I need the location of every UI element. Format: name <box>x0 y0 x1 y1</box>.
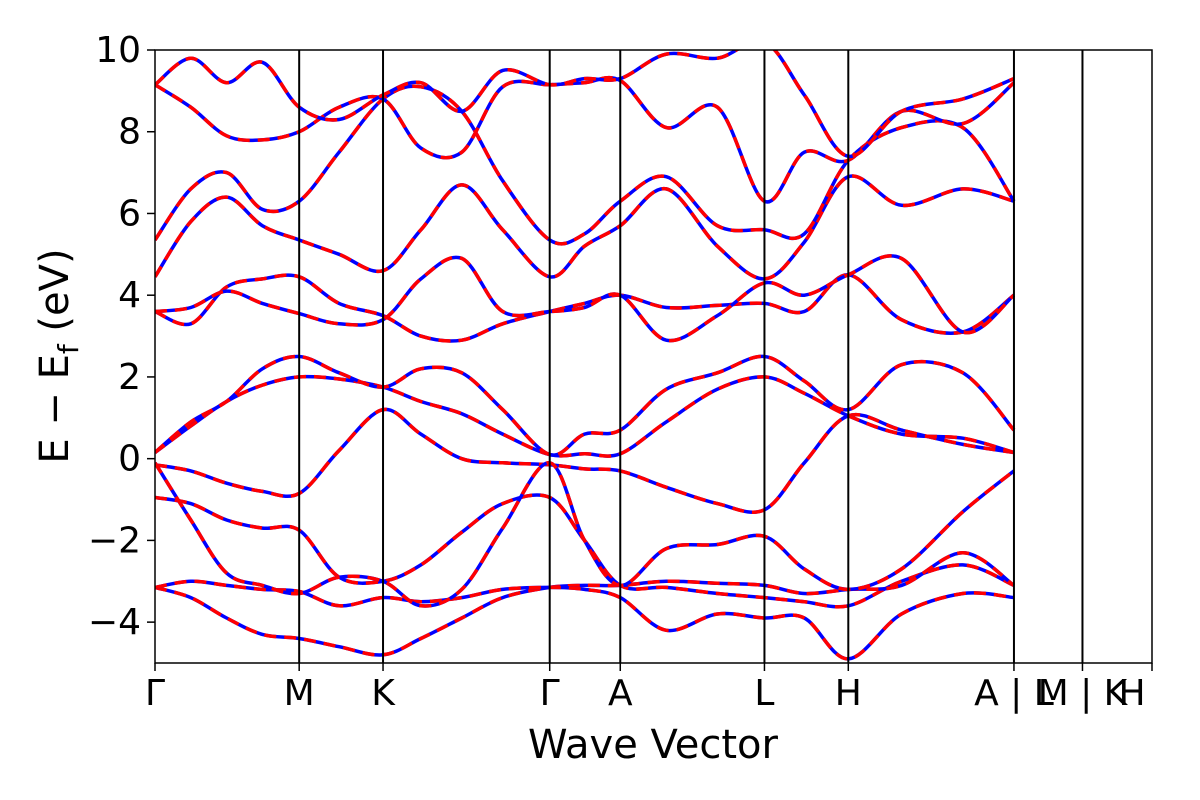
y-tick-label: 2 <box>118 357 141 398</box>
band-line-8-red <box>155 75 1016 204</box>
kpoint-lines <box>298 50 1084 663</box>
y-axis-title-subscript: f <box>52 343 85 354</box>
x-tick-label: K <box>371 673 396 714</box>
x-tick-label: Γ <box>540 673 560 714</box>
x-tick-label: M <box>284 673 315 714</box>
x-tick-label: A | L <box>974 673 1054 714</box>
plot-frame <box>154 49 1153 664</box>
y-axis-title-unit: (eV) <box>32 248 78 331</box>
x-tick-label: Γ <box>145 673 165 714</box>
y-axis-title-spacer <box>32 332 78 345</box>
x-tick-label: H <box>1118 673 1145 714</box>
band-line-6-red <box>155 174 1015 281</box>
x-tick-label: L <box>754 673 774 714</box>
x-axis-title: Wave Vector <box>528 722 779 768</box>
y-tick-label: 6 <box>118 193 141 234</box>
x-tick-label: H <box>835 673 862 714</box>
y-axis-title: E − Ef (eV) <box>32 248 85 463</box>
x-tick-label: M | K <box>1038 673 1129 714</box>
x-tick-label: A <box>608 673 633 714</box>
y-tick-label: 0 <box>118 439 141 480</box>
y-tick-label: 8 <box>118 112 141 153</box>
y-tick-label: −4 <box>88 602 141 643</box>
band-line-9-red <box>155 50 1015 159</box>
y-tick-label: 4 <box>118 275 141 316</box>
y-tick-label: −2 <box>88 520 141 561</box>
y-axis-title-main: E − E <box>32 354 78 464</box>
y-axis-ticks: −4 −2 0 2 4 6 8 10 <box>88 30 155 643</box>
y-tick-label: 10 <box>95 30 141 71</box>
